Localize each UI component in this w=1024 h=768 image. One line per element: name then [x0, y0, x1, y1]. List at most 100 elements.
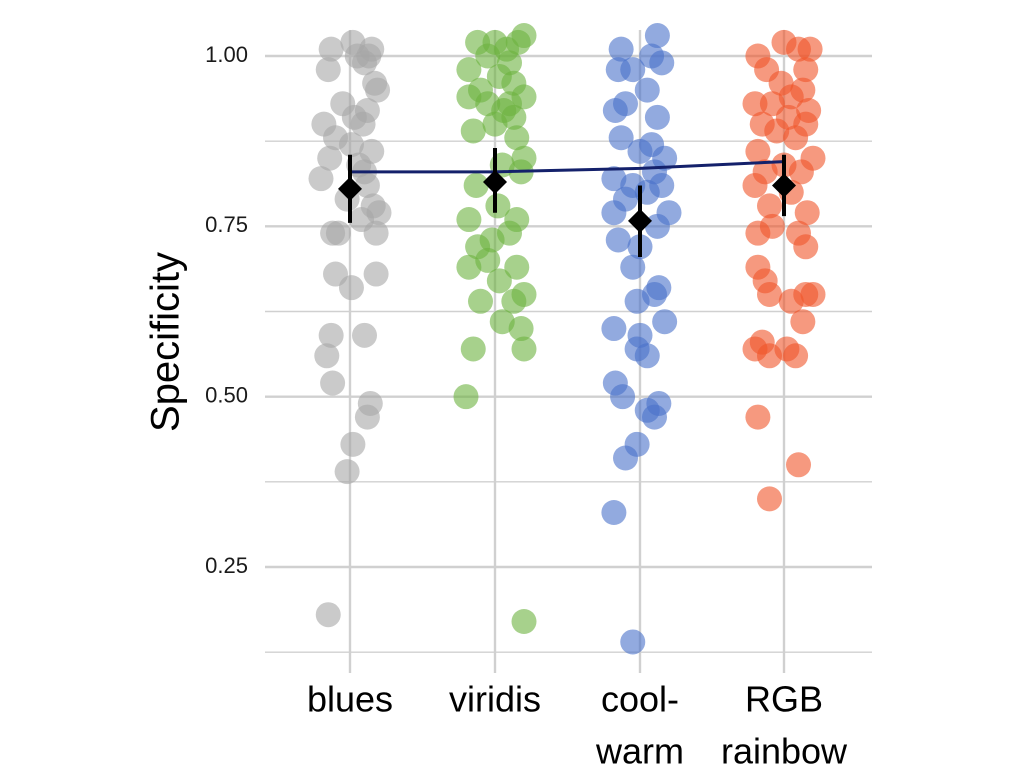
data-point	[742, 172, 768, 198]
data-point	[354, 404, 380, 430]
data-point	[608, 125, 634, 151]
x-tick-label: warm	[595, 731, 684, 768]
data-point	[325, 220, 351, 246]
data-point	[486, 268, 512, 294]
data-point	[764, 118, 790, 144]
data-point	[475, 247, 501, 273]
data-point	[314, 343, 340, 369]
data-point	[340, 431, 366, 457]
data-point	[601, 316, 627, 342]
data-point	[634, 343, 660, 369]
data-point	[786, 452, 811, 478]
data-point	[350, 111, 376, 137]
data-point	[501, 288, 527, 314]
y-axis: 0.25 0.50 0.75 1.00	[205, 42, 248, 578]
trend-line-group	[350, 160, 785, 174]
data-point	[745, 404, 771, 430]
data-point	[453, 384, 479, 410]
data-point	[610, 384, 636, 410]
data-point	[359, 36, 385, 62]
data-point	[460, 336, 486, 362]
data-point	[482, 111, 508, 137]
data-point	[460, 118, 486, 144]
mean-marker	[628, 208, 652, 233]
data-point	[485, 193, 511, 219]
data-point	[602, 98, 628, 124]
data-point	[511, 609, 537, 635]
data-point	[456, 84, 482, 110]
data-point	[338, 132, 364, 158]
data-point	[608, 36, 634, 62]
data-point	[644, 104, 670, 130]
data-point	[315, 57, 341, 83]
data-point	[613, 445, 638, 471]
data-point	[315, 602, 341, 628]
data-point	[340, 29, 366, 55]
data-point	[508, 316, 534, 342]
data-point	[317, 145, 343, 171]
data-point	[620, 629, 646, 655]
data-point	[605, 227, 631, 253]
data-point	[757, 193, 782, 219]
data-point	[601, 200, 627, 226]
y-tick-label: 0.75	[205, 212, 248, 237]
data-point	[620, 57, 646, 83]
data-point	[620, 254, 646, 280]
data-point	[793, 57, 819, 83]
data-point	[334, 459, 360, 485]
data-point	[797, 36, 823, 62]
data-point	[365, 77, 391, 103]
data-point	[363, 261, 389, 287]
data-point	[489, 309, 515, 335]
data-point	[511, 336, 537, 362]
scatter-points	[308, 23, 826, 655]
trend-line	[350, 160, 785, 174]
data-point	[794, 200, 820, 226]
data-point	[644, 23, 670, 49]
y-axis-title: Specificity	[144, 252, 188, 432]
mean-marker	[483, 170, 507, 195]
data-point	[790, 309, 816, 335]
data-point	[757, 281, 782, 307]
data-point	[338, 275, 364, 301]
x-tick-label: rainbow	[721, 731, 848, 768]
x-tick-label: cool-	[601, 679, 679, 720]
data-point	[363, 220, 389, 246]
x-tick-label: blues	[307, 679, 393, 720]
data-point	[649, 50, 675, 76]
data-point	[800, 281, 826, 307]
data-point	[788, 159, 814, 185]
x-tick-label: viridis	[449, 679, 541, 720]
data-point	[601, 166, 627, 192]
data-point	[504, 125, 530, 151]
mean-marker	[338, 176, 362, 201]
data-point	[634, 77, 660, 103]
data-point	[318, 36, 344, 62]
data-point	[354, 172, 380, 198]
y-tick-label: 0.50	[205, 382, 248, 407]
data-point	[783, 343, 809, 369]
x-axis: blues viridis cool-warm RGB rainbow	[307, 679, 848, 768]
data-point	[456, 57, 482, 83]
data-point	[652, 309, 678, 335]
data-point	[783, 125, 809, 151]
data-point	[352, 322, 377, 348]
data-point	[511, 23, 537, 49]
data-point	[497, 220, 522, 246]
data-point	[624, 288, 650, 314]
data-point	[790, 77, 816, 103]
data-point	[456, 207, 482, 233]
data-point	[308, 166, 334, 192]
mean-marker	[772, 173, 796, 198]
means-group	[338, 147, 796, 257]
data-point	[320, 370, 346, 396]
data-point	[642, 404, 667, 430]
data-point	[745, 138, 771, 164]
y-tick-label: 1.00	[205, 42, 248, 67]
data-point	[601, 499, 627, 525]
data-point	[456, 254, 482, 280]
data-point	[318, 322, 344, 348]
data-point	[759, 213, 785, 239]
data-point	[742, 91, 768, 117]
